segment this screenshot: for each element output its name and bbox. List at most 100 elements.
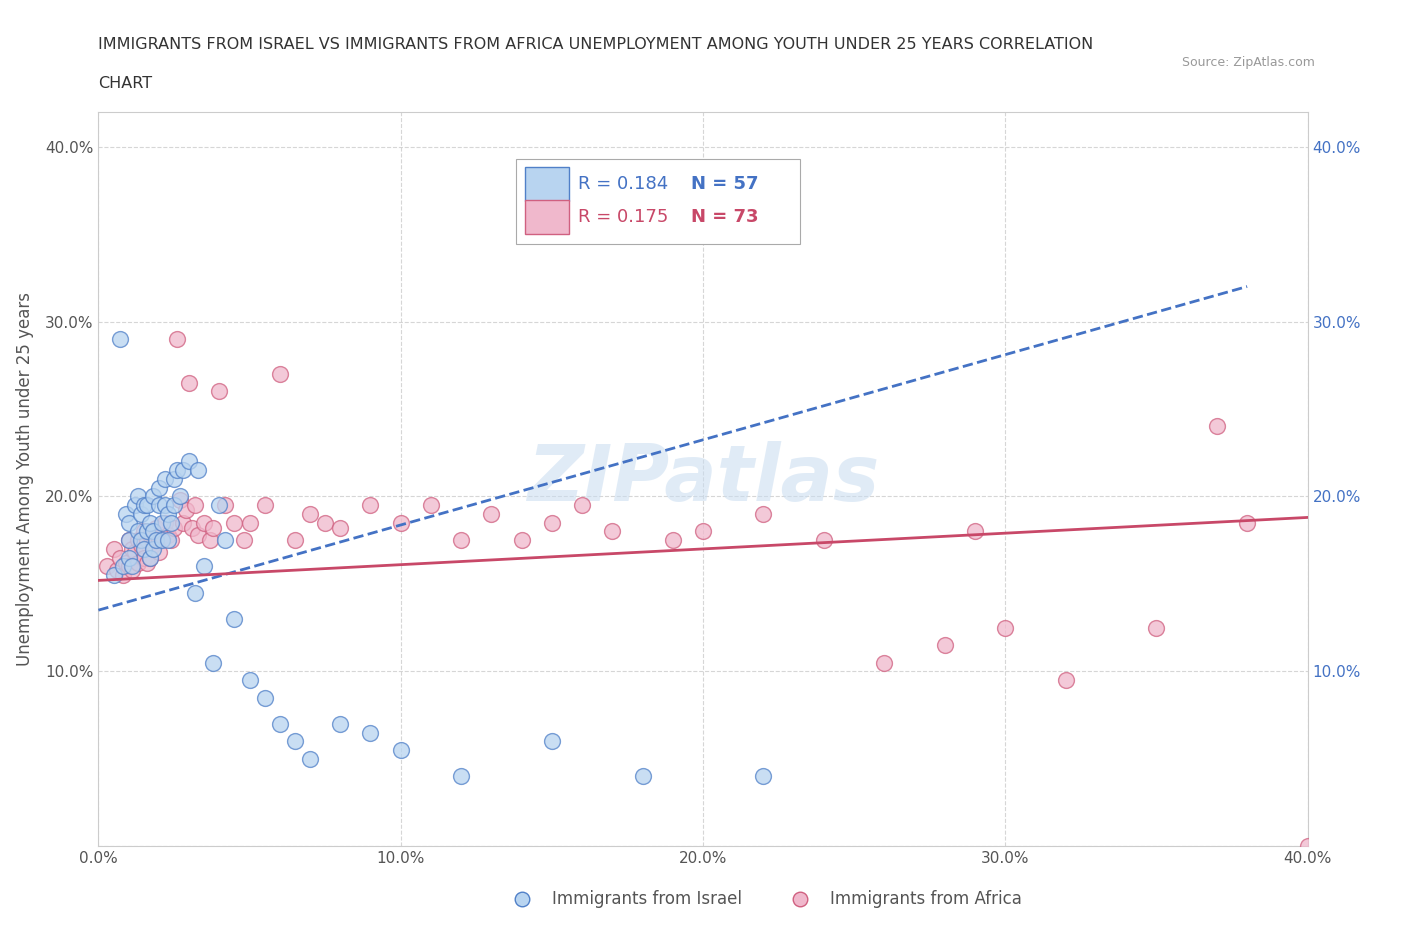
Point: [111, 559, 134, 574]
Point: [114, 507, 136, 522]
FancyBboxPatch shape: [526, 167, 569, 201]
Point: [139, 551, 162, 565]
Point: [121, 563, 143, 578]
Point: [132, 541, 155, 556]
Point: [1144, 620, 1167, 635]
Point: [118, 515, 141, 530]
Point: [129, 533, 152, 548]
Point: [135, 555, 157, 570]
Point: [142, 489, 165, 504]
Point: [148, 545, 170, 560]
Point: [184, 498, 207, 512]
Point: [150, 515, 173, 530]
Text: R = 0.184: R = 0.184: [578, 175, 669, 193]
Point: [200, 533, 222, 548]
Point: [360, 498, 382, 512]
Point: [163, 498, 186, 512]
Point: [139, 527, 162, 542]
Point: [269, 366, 291, 381]
FancyBboxPatch shape: [516, 159, 800, 244]
Point: [214, 533, 236, 548]
Text: N = 57: N = 57: [690, 175, 758, 193]
Point: [692, 524, 714, 538]
Point: [994, 620, 1017, 635]
FancyBboxPatch shape: [526, 201, 569, 234]
Point: [139, 515, 162, 530]
Point: [1296, 839, 1319, 854]
Point: [153, 472, 176, 486]
Point: [153, 515, 176, 530]
Point: [269, 716, 291, 731]
Point: [118, 533, 141, 548]
Point: [299, 507, 322, 522]
Point: [135, 533, 157, 548]
Point: [124, 498, 146, 512]
Point: [450, 533, 472, 548]
Point: [179, 376, 201, 391]
Text: N = 73: N = 73: [690, 207, 758, 226]
Point: [540, 515, 562, 530]
Point: [329, 716, 352, 731]
Point: [208, 384, 231, 399]
Point: [150, 533, 173, 548]
Point: [105, 563, 128, 578]
Point: [142, 541, 165, 556]
Point: [142, 524, 165, 538]
Point: [1206, 419, 1229, 434]
Point: [224, 611, 246, 626]
Point: [132, 498, 155, 512]
Point: [139, 551, 162, 565]
Point: [114, 555, 136, 570]
Text: Immigrants from Israel: Immigrants from Israel: [551, 890, 742, 909]
Point: [193, 559, 215, 574]
Point: [329, 521, 352, 536]
Point: [571, 498, 593, 512]
Point: [1236, 515, 1258, 530]
Point: [160, 515, 183, 530]
Point: [103, 567, 125, 582]
Point: [108, 551, 131, 565]
Point: [752, 769, 775, 784]
Point: [163, 472, 186, 486]
Point: [148, 480, 170, 495]
Point: [179, 454, 201, 469]
Y-axis label: Unemployment Among Youth under 25 years: Unemployment Among Youth under 25 years: [15, 292, 34, 666]
Point: [135, 498, 157, 512]
Point: [389, 515, 412, 530]
Point: [142, 538, 165, 552]
Point: [129, 538, 152, 552]
Point: [148, 533, 170, 548]
Point: [172, 515, 194, 530]
Point: [127, 555, 149, 570]
Point: [239, 515, 262, 530]
Point: [111, 567, 134, 582]
Point: [360, 725, 382, 740]
Point: [145, 521, 167, 536]
Point: [163, 521, 186, 536]
Point: [202, 656, 225, 671]
Point: [420, 498, 443, 512]
Point: [169, 493, 191, 508]
Point: [253, 690, 276, 705]
Point: [187, 527, 209, 542]
Point: [127, 533, 149, 548]
Point: [202, 521, 225, 536]
Point: [156, 507, 179, 522]
Point: [118, 551, 141, 565]
Point: [169, 489, 191, 504]
Point: [135, 524, 157, 538]
Point: [118, 533, 141, 548]
Point: [193, 515, 215, 530]
Point: [129, 507, 152, 522]
Point: [299, 751, 322, 766]
Point: [153, 498, 176, 512]
Point: [481, 507, 503, 522]
Point: [450, 769, 472, 784]
Point: [160, 533, 183, 548]
Point: [172, 463, 194, 478]
Text: Source: ZipAtlas.com: Source: ZipAtlas.com: [1181, 56, 1315, 69]
Point: [121, 559, 143, 574]
Point: [1054, 672, 1077, 687]
Point: [145, 533, 167, 548]
Point: [132, 551, 155, 565]
